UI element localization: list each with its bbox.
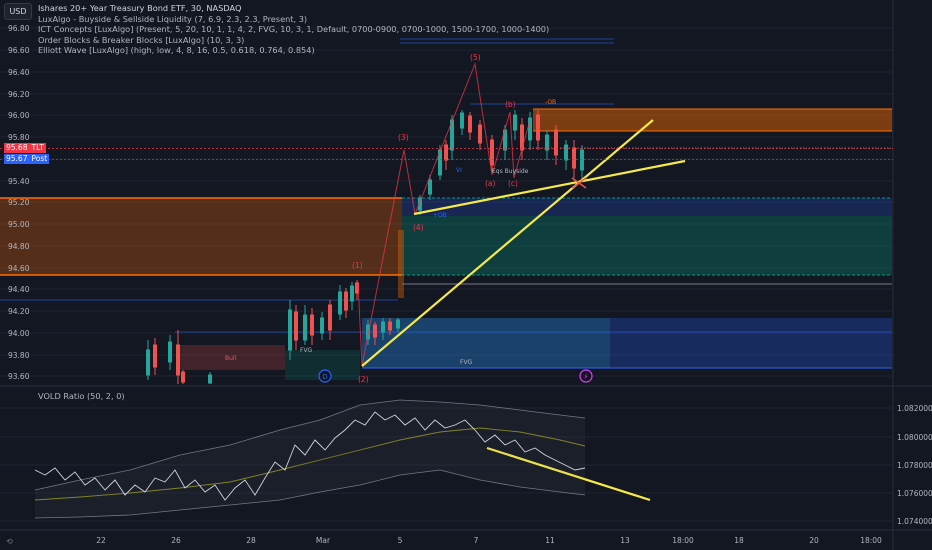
svg-text:1.076000: 1.076000 [897, 489, 932, 498]
zone-label-fvg-2: FVG [300, 347, 313, 354]
zone-label-vi: VI [456, 167, 462, 174]
symbol-title[interactable]: Ishares 20+ Year Treasury Bond ETF, 30, … [38, 3, 242, 13]
vold-axis[interactable]: 1.082000 1.080000 1.078000 1.076000 1.07400… [897, 404, 932, 526]
svg-text:11: 11 [545, 536, 555, 545]
wave-label-3: (3) [398, 133, 409, 142]
zone-label-bull: Bull [225, 355, 237, 362]
post-price-label: Post [29, 154, 50, 164]
zone-label-bull-ob: +OB [433, 212, 447, 219]
last-price-value: 95.68 [4, 143, 30, 153]
indicator-liquidity[interactable]: LuxAlgo - Buyside & Sellside Liquidity (… [38, 13, 308, 24]
indicator-ict-concepts[interactable]: ICT Concepts [LuxAlgo] (Present, 5, 20, … [38, 24, 550, 35]
svg-text:1.082000: 1.082000 [897, 404, 932, 413]
svg-text:7: 7 [474, 536, 479, 545]
wave-label-5: (5) [470, 53, 481, 62]
svg-text:95.20: 95.20 [8, 198, 30, 207]
yellow-trendline-steep [361, 119, 654, 367]
candlesticks [146, 110, 584, 384]
svg-text:94.80: 94.80 [8, 242, 30, 251]
svg-text:94.20: 94.20 [8, 307, 30, 316]
svg-text:18:00: 18:00 [672, 536, 694, 545]
svg-text:96.40: 96.40 [8, 68, 30, 77]
svg-text:1.080000: 1.080000 [897, 433, 932, 442]
vold-indicator-label[interactable]: VOLD Ratio (50, 2, 0) [38, 391, 125, 401]
zone-label-bear-ob: -OB [545, 99, 556, 106]
wave-label-4: (4) [413, 223, 424, 232]
svg-text:18:00: 18:00 [860, 536, 882, 545]
last-price-symbol: TLT [29, 143, 46, 153]
event-marker-icon: ⚡ [584, 373, 589, 381]
timezone-icon[interactable]: ⟲ [6, 537, 13, 546]
svg-text:1.074000: 1.074000 [897, 517, 932, 526]
svg-text:93.80: 93.80 [8, 351, 30, 360]
wave-label-c: (c) [508, 179, 518, 188]
svg-text:94.00: 94.00 [8, 329, 30, 338]
svg-text:95.80: 95.80 [8, 133, 30, 142]
svg-text:22: 22 [96, 536, 106, 545]
svg-text:26: 26 [171, 536, 181, 545]
earnings-marker[interactable] [579, 369, 593, 383]
svg-text:96.20: 96.20 [8, 90, 30, 99]
svg-text:1.078000: 1.078000 [897, 461, 932, 470]
svg-text:96.80: 96.80 [8, 24, 30, 33]
svg-text:95.40: 95.40 [8, 177, 30, 186]
dividend-marker-label: D [322, 373, 327, 381]
post-price-value: 95.67 [4, 154, 30, 164]
svg-text:96.00: 96.00 [8, 111, 30, 120]
svg-text:20: 20 [809, 536, 819, 545]
svg-text:13: 13 [620, 536, 630, 545]
wave-label-2: (2) [358, 375, 369, 384]
time-axis[interactable]: 22 26 28 Mar 5 7 11 13 18:00 18 20 18:00 [96, 536, 882, 545]
indicator-elliott-wave[interactable]: Elliott Wave [LuxAlgo] (high, low, 4, 8,… [38, 45, 315, 56]
vold-ratio-plot [34, 399, 586, 519]
order-block-zones [0, 108, 892, 380]
svg-text:18: 18 [734, 536, 744, 545]
svg-text:Mar: Mar [316, 536, 331, 545]
zone-label-eqs-buyside: Eqs Buyside [492, 168, 529, 175]
wave-label-b: (b) [505, 100, 516, 109]
zone-label-fvg: FVG [460, 359, 473, 366]
svg-text:28: 28 [246, 536, 256, 545]
svg-text:5: 5 [398, 536, 403, 545]
svg-text:93.60: 93.60 [8, 372, 30, 381]
dividend-marker[interactable] [318, 369, 332, 383]
indicator-order-blocks[interactable]: Order Blocks & Breaker Blocks [LuxAlgo] … [38, 34, 245, 45]
currency-button[interactable]: USD [4, 3, 32, 20]
last-price-tag: 95.68 TLT [4, 143, 54, 153]
wave-label-a: (a) [485, 179, 496, 188]
elliott-wave-impulse [357, 62, 531, 367]
svg-text:94.60: 94.60 [8, 264, 30, 273]
post-price-tag: 95.67 Post [4, 154, 54, 164]
indicator-legend: Ishares 20+ Year Treasury Bond ETF, 30, … [38, 3, 549, 56]
yellow-trendline-flat [413, 159, 686, 216]
svg-text:96.60: 96.60 [8, 46, 30, 55]
wave-label-1: (1) [352, 261, 363, 270]
svg-text:95.00: 95.00 [8, 220, 30, 229]
yellow-trendline-vold [486, 446, 651, 502]
svg-text:94.40: 94.40 [8, 285, 30, 294]
